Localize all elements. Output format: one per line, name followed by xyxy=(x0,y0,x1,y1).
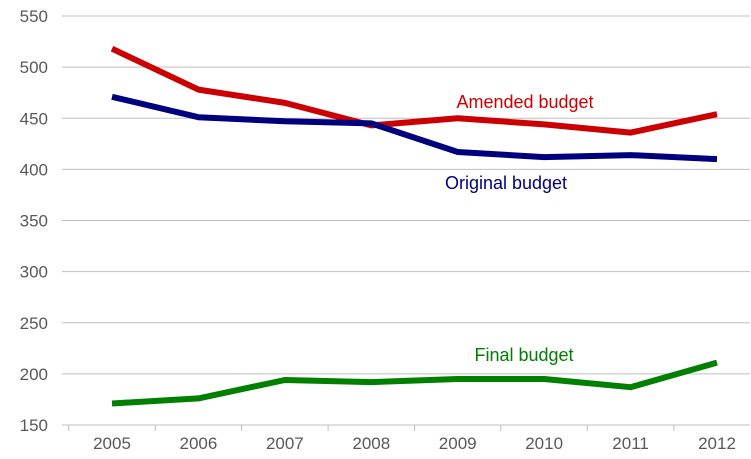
x-tick-label-2006: 2006 xyxy=(180,434,218,453)
y-tick-label-400: 400 xyxy=(20,160,48,179)
x-tick-label-2008: 2008 xyxy=(352,434,390,453)
x-axis xyxy=(68,425,675,431)
x-tick-label-2007: 2007 xyxy=(266,434,304,453)
series-label-amended-budget: Amended budget xyxy=(456,92,593,112)
x-tick-label-2011: 2011 xyxy=(612,434,649,453)
series-line-amended-budget xyxy=(110,45,718,136)
series-labels: Amended budget Original budget Final budge… xyxy=(445,92,594,365)
y-tick-label-550: 550 xyxy=(20,7,48,26)
y-tick-label-300: 300 xyxy=(20,263,48,282)
x-tick-label-2010: 2010 xyxy=(525,434,563,453)
y-tick-label-500: 500 xyxy=(20,58,48,77)
y-axis-tick-labels: 150 200 250 300 350 400 450 500 550 xyxy=(20,7,48,435)
y-tick-label-450: 450 xyxy=(20,109,48,128)
series-line-final-budget xyxy=(111,359,718,407)
x-tick-label-2012: 2012 xyxy=(698,434,736,453)
series-lines xyxy=(110,45,718,407)
series-line-original-budget xyxy=(111,93,718,163)
series-label-final-budget: Final budget xyxy=(474,345,573,365)
grid-lines xyxy=(62,15,750,426)
series-label-original-budget: Original budget xyxy=(445,173,567,193)
y-tick-label-150: 150 xyxy=(20,416,48,435)
y-tick-label-350: 350 xyxy=(20,212,48,231)
y-tick-label-200: 200 xyxy=(20,365,48,384)
x-tick-label-2009: 2009 xyxy=(439,434,477,453)
x-axis-tick-labels: 2005 2006 2007 2008 2009 2010 2011 2012 xyxy=(93,434,736,453)
y-tick-label-250: 250 xyxy=(20,314,48,333)
x-tick-label-2005: 2005 xyxy=(93,434,131,453)
